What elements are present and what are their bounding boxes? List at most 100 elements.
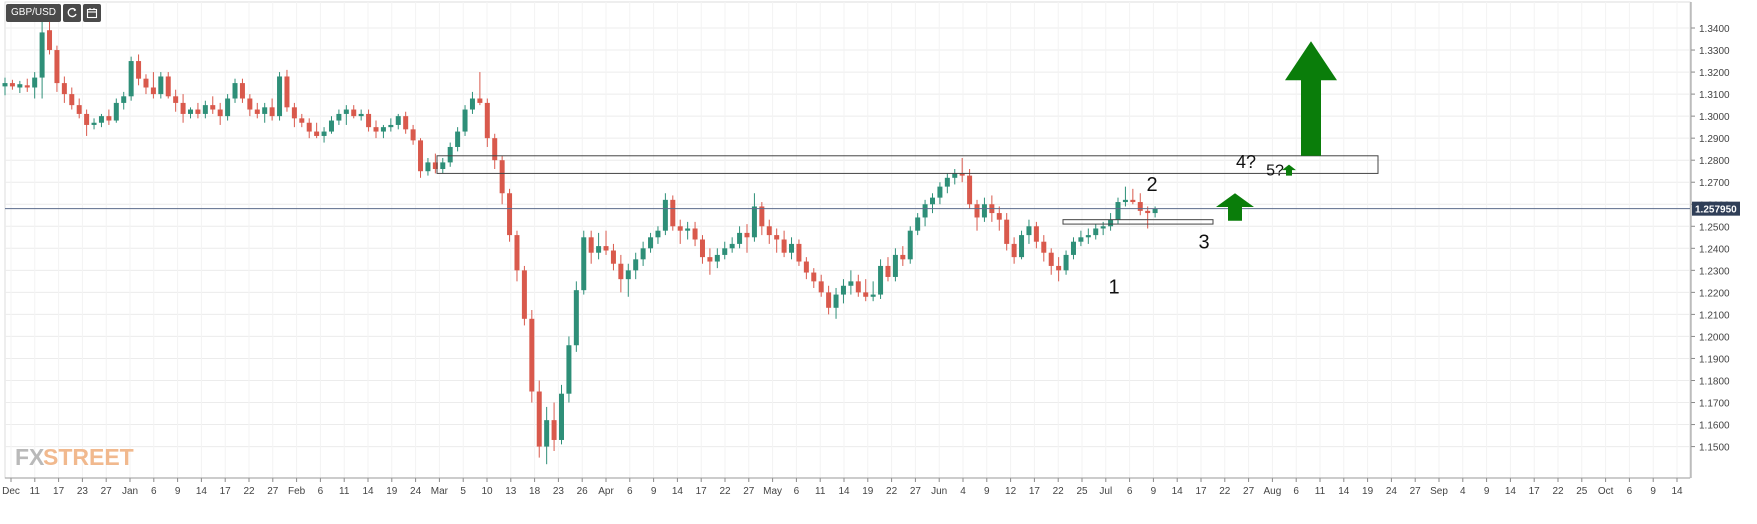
candle-body <box>937 186 943 198</box>
refresh-button[interactable] <box>63 4 82 22</box>
candle-body <box>202 105 208 114</box>
y-tick-label: 1.3400 <box>1699 24 1730 35</box>
y-tick-label: 1.3300 <box>1699 46 1730 57</box>
candle-body <box>915 217 921 231</box>
y-tick-label: 1.1800 <box>1699 376 1730 387</box>
candle-body <box>210 105 216 110</box>
x-tick-label: 5 <box>460 486 466 497</box>
candle-body <box>1130 199 1136 203</box>
candle-body <box>1011 243 1017 258</box>
candle-body <box>47 30 53 51</box>
candle-body <box>1070 241 1076 255</box>
candle-body <box>796 243 802 262</box>
candle-body <box>1108 219 1114 227</box>
candle-body <box>39 32 45 78</box>
x-tick-label: 22 <box>1053 486 1065 497</box>
x-tick-label: 6 <box>1293 486 1299 497</box>
x-tick-label: 22 <box>1552 486 1564 497</box>
candle-body <box>707 257 713 262</box>
candle-body <box>930 197 935 205</box>
x-tick-label: 9 <box>1151 486 1157 497</box>
candle-body <box>395 116 401 125</box>
x-tick-label: 23 <box>553 486 565 497</box>
candle-body <box>1048 252 1054 266</box>
y-tick-label: 1.3000 <box>1699 112 1730 123</box>
x-tick-label: 11 <box>1315 486 1326 497</box>
x-tick-label: 17 <box>696 486 708 497</box>
candle-body <box>803 261 809 273</box>
watermark-street: STREET <box>43 444 134 470</box>
candle-body <box>529 318 535 392</box>
candle-body <box>996 213 1002 220</box>
wave-label: 1 <box>1108 276 1119 298</box>
candle-body <box>766 226 772 236</box>
y-tick-label: 1.2700 <box>1699 178 1730 189</box>
x-tick-label: Aug <box>1264 486 1282 497</box>
candle-body <box>1152 208 1158 214</box>
candle-body <box>291 107 297 119</box>
candle-body <box>848 281 854 286</box>
candle-body <box>351 109 357 117</box>
candle-body <box>759 206 765 227</box>
candle-body <box>521 270 527 319</box>
candle-body <box>388 124 394 128</box>
x-tick-label: 26 <box>577 486 589 497</box>
current-price-badge <box>1692 201 1740 216</box>
candle-body <box>1078 237 1084 242</box>
candle-body <box>751 206 757 238</box>
candle-body <box>544 420 550 447</box>
candle-body <box>900 254 906 260</box>
chart-toolbar: GBP/USD <box>6 4 102 22</box>
x-tick-label: 9 <box>175 486 181 497</box>
candle-body <box>818 281 824 293</box>
candle-body <box>128 61 134 97</box>
y-tick-label: 1.2900 <box>1699 134 1730 145</box>
x-tick-label: 25 <box>1076 486 1088 497</box>
wave-label: 4? <box>1236 152 1256 172</box>
candle-body <box>269 107 275 117</box>
candle-body <box>833 294 839 308</box>
candle-body <box>455 131 461 147</box>
x-tick-label: 4 <box>1460 486 1466 497</box>
x-tick-label: 9 <box>1484 486 1490 497</box>
tiny-arrow <box>1282 164 1296 176</box>
candle-body <box>855 281 861 293</box>
support-box <box>1062 219 1214 225</box>
candle-body <box>662 199 668 231</box>
candle-body <box>158 76 164 95</box>
candle-body <box>789 243 795 253</box>
symbol-label: GBP/USD <box>6 4 62 22</box>
candle-body <box>477 98 483 103</box>
candle-body <box>670 199 676 227</box>
candle-body <box>1085 235 1091 238</box>
x-tick-label: 11 <box>30 486 41 497</box>
candle-body <box>314 131 320 136</box>
x-tick-label: 17 <box>1195 486 1207 497</box>
candle-body <box>61 83 67 95</box>
candle-body <box>17 84 23 88</box>
candle-body <box>863 292 869 297</box>
candle-body <box>648 237 654 249</box>
candle-body <box>225 98 231 117</box>
x-tick-label: Jul <box>1099 486 1112 497</box>
x-tick-label: 24 <box>410 486 422 497</box>
candle-body <box>150 87 156 95</box>
candle-body <box>974 204 980 218</box>
candle-body <box>551 420 557 440</box>
candle-body <box>499 160 505 194</box>
candle-body <box>655 230 661 238</box>
candle-body <box>625 270 631 280</box>
x-tick-label: 6 <box>794 486 800 497</box>
x-tick-label: 27 <box>910 486 922 497</box>
y-tick-label: 1.1900 <box>1699 354 1730 365</box>
y-tick-label: 1.1600 <box>1699 421 1730 432</box>
calendar-button[interactable] <box>83 4 102 22</box>
candle-body <box>699 239 705 258</box>
candle-body <box>907 230 913 260</box>
x-tick-label: 14 <box>362 486 374 497</box>
candle-body <box>284 76 290 108</box>
x-tick-label: 22 <box>1219 486 1231 497</box>
candle-body <box>69 94 75 106</box>
